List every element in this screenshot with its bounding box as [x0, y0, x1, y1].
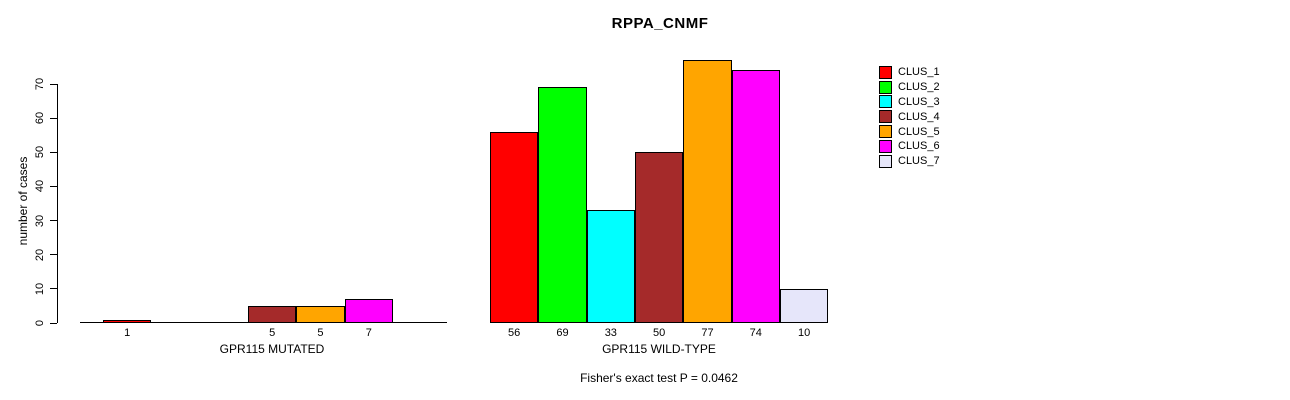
bar-clus_7 — [779, 288, 829, 323]
legend: CLUS_1 CLUS_2 CLUS_3 CLUS_4 CLUS_5 CLUS_6 CLUS… — [879, 65, 940, 169]
y-axis-line — [57, 84, 58, 323]
x-axis-label-mutated: GPR115 MUTATED — [219, 342, 325, 356]
y-tick-label: 50 — [34, 146, 46, 159]
y-tick-label: 0 — [34, 319, 46, 327]
bar-value-label: 10 — [798, 327, 811, 339]
y-tick — [50, 185, 57, 187]
legend-item: CLUS_4 — [879, 109, 940, 124]
bar-clus_4 — [634, 152, 684, 323]
y-tick — [50, 288, 57, 290]
bar-clus_2 — [538, 87, 587, 323]
bar-value-label: 7 — [365, 327, 372, 339]
y-axis-title: number of cases — [16, 156, 30, 246]
legend-item: CLUS_6 — [879, 139, 940, 154]
y-tick-label: 20 — [34, 248, 46, 261]
legend-swatch — [879, 110, 892, 124]
legend-label: CLUS_4 — [898, 110, 940, 123]
y-tick-label: 10 — [34, 282, 46, 295]
y-tick-label: 40 — [34, 180, 46, 193]
legend-item: CLUS_7 — [879, 154, 940, 169]
y-tick-label: 70 — [34, 77, 46, 91]
legend-item: CLUS_1 — [879, 65, 940, 80]
legend-item: CLUS_5 — [879, 124, 940, 139]
y-tick — [50, 151, 57, 153]
y-tick — [50, 254, 57, 256]
bar-clus_5 — [296, 305, 345, 323]
legend-label: CLUS_1 — [898, 66, 940, 79]
legend-swatch — [879, 125, 892, 139]
bar-value-label: 33 — [604, 327, 617, 339]
y-tick — [50, 83, 57, 85]
legend-swatch — [879, 139, 892, 153]
bar-value-label: 50 — [653, 327, 666, 339]
legend-label: CLUS_3 — [898, 95, 940, 108]
bar-value-label: 5 — [317, 327, 324, 339]
legend-label: CLUS_2 — [898, 81, 940, 94]
bar-value-label: 74 — [749, 327, 762, 339]
bar-clus_1 — [103, 319, 152, 323]
bar-clus_6 — [731, 70, 780, 323]
fisher-test-note: Fisher's exact test P = 0.0462 — [580, 371, 738, 385]
bar-clus_5 — [683, 60, 732, 323]
legend-label: CLUS_5 — [898, 125, 940, 138]
bar-clus_4 — [247, 305, 297, 323]
legend-swatch — [879, 95, 892, 109]
y-tick — [50, 322, 57, 324]
bar-clus_1 — [490, 131, 539, 323]
bar-value-label: 5 — [269, 327, 276, 339]
legend-label: CLUS_6 — [898, 140, 940, 153]
y-tick — [50, 117, 57, 119]
y-tick-label: 60 — [34, 112, 46, 125]
legend-item: CLUS_2 — [879, 80, 940, 95]
x-axis-label-wild-type: GPR115 WILD-TYPE — [602, 342, 716, 356]
chart-title: RPPA_CNMF — [611, 15, 709, 32]
bar-value-label: 1 — [124, 327, 131, 339]
y-tick — [50, 220, 57, 222]
bar-clus_6 — [344, 299, 393, 323]
legend-swatch — [879, 154, 892, 168]
legend-item: CLUS_3 — [879, 95, 940, 110]
bar-clus_3 — [586, 210, 635, 323]
legend-swatch — [879, 65, 892, 79]
bar-value-label: 77 — [701, 327, 714, 339]
legend-label: CLUS_7 — [898, 155, 940, 168]
bar-value-label: 69 — [556, 327, 569, 339]
legend-swatch — [879, 80, 892, 94]
bar-value-label: 56 — [508, 327, 521, 339]
y-tick-label: 30 — [34, 214, 46, 227]
